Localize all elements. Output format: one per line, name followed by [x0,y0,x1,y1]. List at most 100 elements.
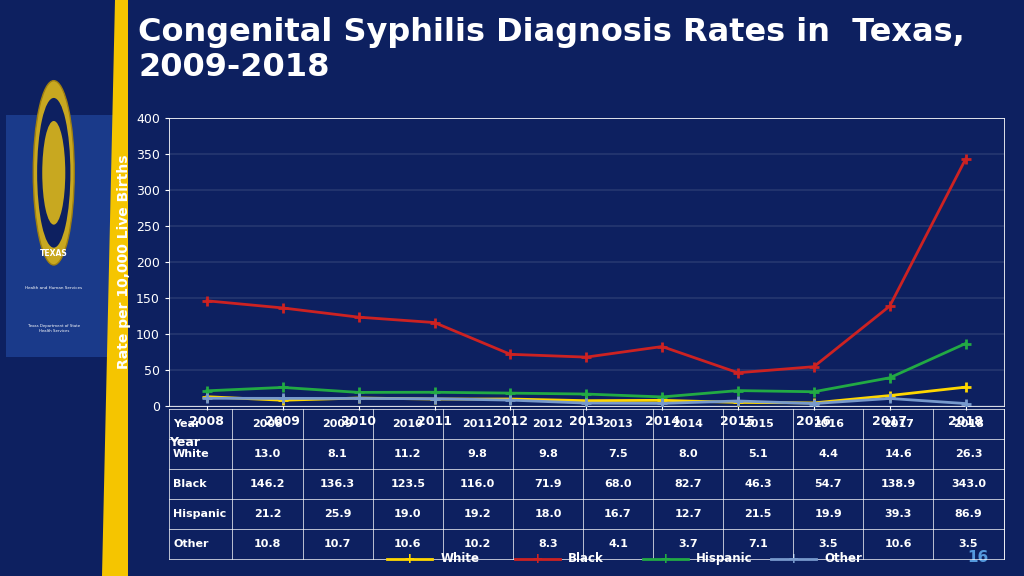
Text: 2015: 2015 [742,419,773,429]
Text: 2016: 2016 [813,419,844,429]
Text: TEXAS: TEXAS [40,249,68,258]
Line: Hispanic: Hispanic [202,339,971,402]
Text: 18.0: 18.0 [535,509,561,519]
Line: Other: Other [202,393,971,408]
Text: 26.3: 26.3 [954,449,982,459]
Text: Black: Black [173,479,207,489]
Circle shape [42,121,66,225]
White [428,396,440,403]
Text: 19.2: 19.2 [464,509,492,519]
Text: 10.6: 10.6 [885,539,912,549]
Text: 116.0: 116.0 [460,479,496,489]
Polygon shape [102,0,128,576]
Text: 2010: 2010 [392,419,423,429]
Text: Congenital Syphilis Diagnosis Rates in  Texas,
2009-2018: Congenital Syphilis Diagnosis Rates in T… [138,17,965,83]
Text: 123.5: 123.5 [390,479,425,489]
Other [276,395,289,402]
Text: 71.9: 71.9 [535,479,562,489]
Text: 10.8: 10.8 [254,539,282,549]
Other [201,395,213,402]
White [504,396,516,403]
Text: +: + [403,552,416,566]
Text: +: + [787,552,800,566]
Text: 138.9: 138.9 [881,479,916,489]
Text: 3.5: 3.5 [958,539,978,549]
Text: Black: Black [568,552,604,565]
Text: Other: Other [173,539,209,549]
Other [656,400,669,407]
Text: 343.0: 343.0 [951,479,986,489]
Text: 2014: 2014 [673,419,703,429]
Other [580,400,592,407]
White [352,395,365,401]
Hispanic [504,390,516,397]
Text: +: + [531,552,544,566]
Text: 8.3: 8.3 [538,539,558,549]
Black [276,305,289,312]
White [580,397,592,404]
Other [504,397,516,404]
Other [732,397,744,404]
Hispanic [428,389,440,396]
White [959,384,972,391]
Text: White: White [173,449,210,459]
Text: 82.7: 82.7 [675,479,701,489]
Other [428,395,440,402]
Text: 10.7: 10.7 [324,539,351,549]
White [656,397,669,404]
Text: 68.0: 68.0 [604,479,632,489]
Text: 25.9: 25.9 [324,509,351,519]
Text: 2011: 2011 [463,419,494,429]
Line: White: White [202,382,971,408]
Black [732,369,744,376]
Text: Health and Human Services: Health and Human Services [26,286,82,290]
Text: 12.7: 12.7 [675,509,701,519]
Text: 8.1: 8.1 [328,449,347,459]
Circle shape [33,81,74,265]
Text: 46.3: 46.3 [744,479,772,489]
Hispanic [201,388,213,395]
Black [428,319,440,326]
Text: 3.5: 3.5 [818,539,838,549]
Y-axis label: Rate per 10,000 Live Births: Rate per 10,000 Live Births [117,155,130,369]
Text: 16: 16 [967,550,988,564]
Text: 10.6: 10.6 [394,539,422,549]
Text: 13.0: 13.0 [254,449,282,459]
Other [884,395,896,402]
Black [580,354,592,361]
Other [808,400,820,407]
Text: Year: Year [169,437,200,449]
Text: 21.5: 21.5 [744,509,772,519]
Black [201,297,213,304]
White [808,400,820,407]
Text: Hispanic: Hispanic [696,552,753,565]
Text: 7.1: 7.1 [749,539,768,549]
White [201,393,213,400]
Text: 2012: 2012 [532,419,563,429]
FancyBboxPatch shape [6,115,122,357]
Hispanic [352,389,365,396]
Hispanic [732,387,744,394]
Line: Black: Black [202,154,971,378]
Black [504,351,516,358]
Hispanic [656,393,669,400]
Text: Other: Other [824,552,862,565]
Hispanic [808,388,820,395]
Text: 9.8: 9.8 [468,449,487,459]
Text: 54.7: 54.7 [814,479,842,489]
Black [352,314,365,321]
Black [656,343,669,350]
Other [959,400,972,407]
Text: +: + [659,552,672,566]
Text: 4.1: 4.1 [608,539,628,549]
Text: 86.9: 86.9 [954,509,982,519]
Text: 5.1: 5.1 [749,449,768,459]
Text: 19.9: 19.9 [814,509,842,519]
Text: 16.7: 16.7 [604,509,632,519]
Text: 136.3: 136.3 [321,479,355,489]
White [732,399,744,406]
Text: 146.2: 146.2 [250,479,286,489]
White [276,397,289,404]
Text: 2018: 2018 [953,419,984,429]
Text: 2013: 2013 [602,419,634,429]
